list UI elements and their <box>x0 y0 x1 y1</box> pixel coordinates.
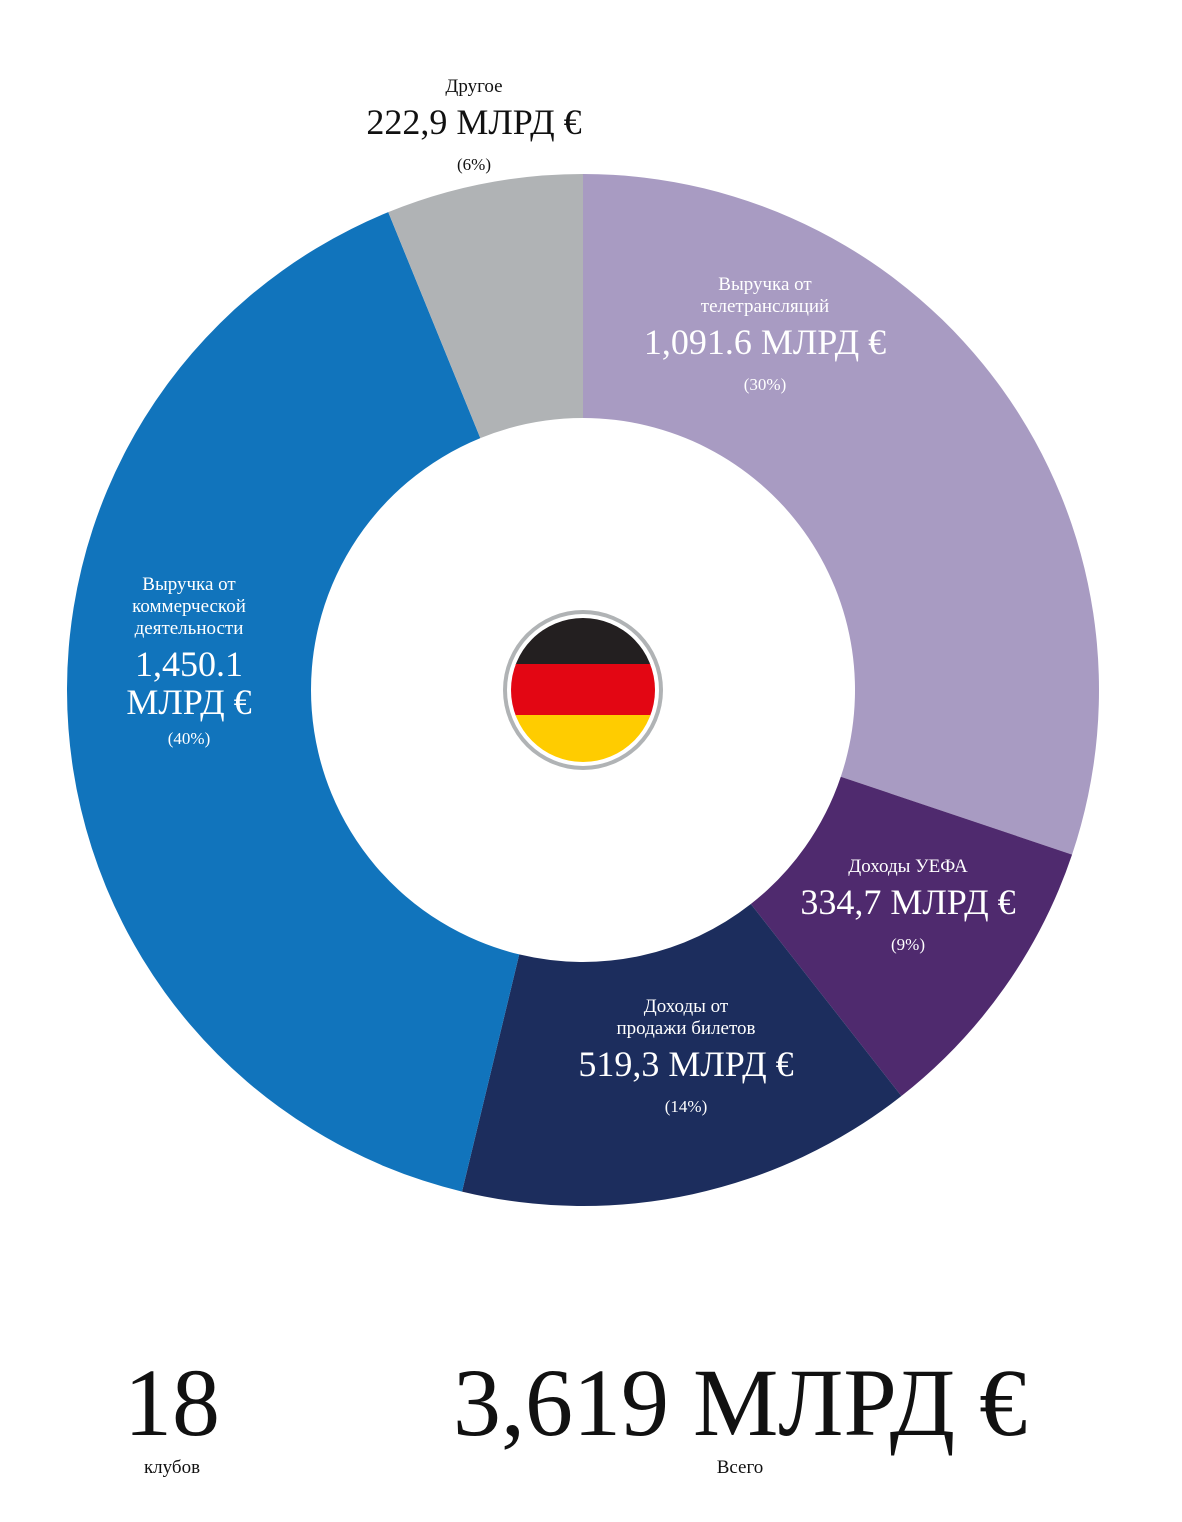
slice-name-2: продажи билетов <box>616 1018 755 1039</box>
slice-value-1: 334,7 МЛРД € <box>800 882 1015 922</box>
clubs-label: клубов <box>143 1457 201 1478</box>
donut-slice-2 <box>462 904 902 1206</box>
donut-slice-3 <box>66 212 520 1192</box>
slice-name-1: Доходы УЕФА <box>848 856 968 877</box>
clubs-count: 18 <box>124 1349 220 1456</box>
slice-percent-1: (9%) <box>891 935 925 954</box>
slice-value-3: МЛРД € <box>126 682 251 722</box>
slice-name-3: коммерческой <box>132 596 246 617</box>
donut-slices <box>66 174 1099 1206</box>
donut-slice-1 <box>750 776 1073 1097</box>
slice-percent-2: (14%) <box>665 1097 707 1116</box>
slice-name-2: Доходы от <box>644 996 729 1017</box>
slice-name-0: Выручка от <box>718 274 812 295</box>
slice-value-0: 1,091.6 МЛРД € <box>644 322 886 362</box>
slice-percent-4: (6%) <box>457 155 491 174</box>
total-stat: 3,619 МЛРД € Всего <box>340 1355 1140 1479</box>
slice-value-2: 519,3 МЛРД € <box>578 1044 793 1084</box>
slice-name-4: Другое <box>445 76 502 97</box>
flag-stripe-red <box>511 664 655 716</box>
total-label: Всего <box>716 1457 764 1478</box>
donut-slice-4 <box>388 174 583 439</box>
germany-flag-icon <box>503 610 663 770</box>
slice-name-0: телетрансляций <box>701 296 829 317</box>
slice-name-3: Выручка от <box>142 574 236 595</box>
total-value: 3,619 МЛРД € <box>452 1349 1028 1456</box>
slice-percent-0: (30%) <box>744 375 786 394</box>
donut-slice-0 <box>583 174 1099 855</box>
slice-value-3: 1,450.1 <box>135 644 243 684</box>
slice-name-3: деятельности <box>135 618 244 639</box>
clubs-stat: 18 клубов <box>72 1355 272 1479</box>
slice-value-4: 222,9 МЛРД € <box>366 102 581 142</box>
slice-percent-3: (40%) <box>168 729 210 748</box>
